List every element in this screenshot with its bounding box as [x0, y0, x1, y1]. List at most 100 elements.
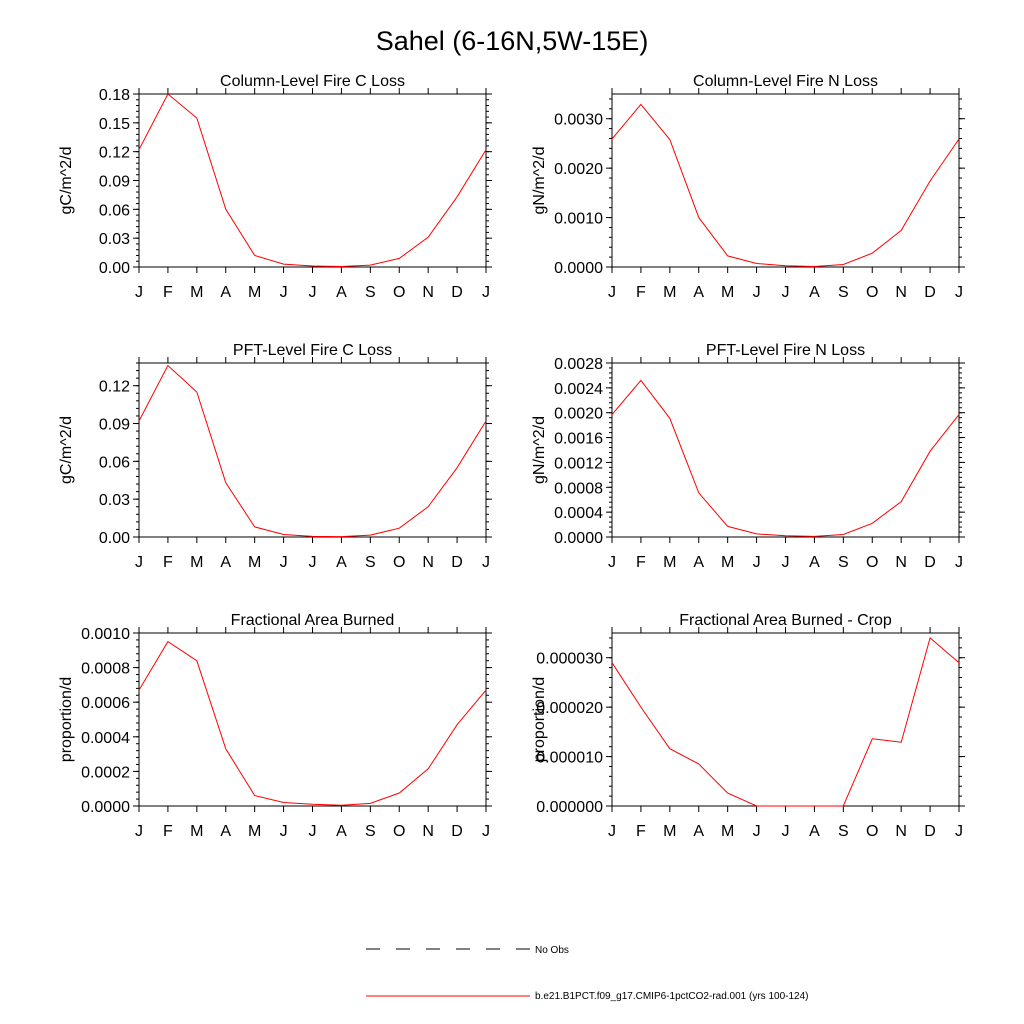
x-tick-label: D	[451, 823, 463, 840]
x-tick-label: J	[955, 284, 963, 301]
y-axis-label: gC/m^2/d	[58, 416, 75, 484]
chart-panel-1: Column-Level Fire C Loss gC/m^2/d 0.00 0.03…	[58, 73, 492, 301]
x-tick-label: A	[220, 554, 231, 571]
panel-title: Fractional Area Burned	[231, 612, 395, 629]
x-tick-label: J	[482, 554, 490, 571]
x-tick-label: J	[753, 823, 761, 840]
y-tick-label: 0.0000	[554, 530, 603, 547]
legend-model-label: b.e21.B1PCT.f09_g17.CMIP6-1pctCO2-rad.00…	[535, 991, 808, 1002]
panel-title: Column-Level Fire C Loss	[220, 73, 405, 90]
x-tick-label: M	[721, 554, 734, 571]
y-tick-label: 0.18	[99, 87, 130, 104]
x-tick-label: M	[248, 284, 261, 301]
figure-title: Sahel (6-16N,5W-15E)	[376, 26, 649, 56]
x-tick-label: O	[866, 284, 878, 301]
x-tick-label: N	[895, 823, 907, 840]
y-tick-label: 0.0002	[81, 764, 130, 781]
x-tick-label: A	[336, 823, 347, 840]
x-tick-label: F	[636, 823, 646, 840]
x-tick-label: O	[866, 554, 878, 571]
y-axis-label: gN/m^2/d	[531, 147, 548, 215]
y-tick-label: 0.0008	[81, 661, 130, 678]
y-tick-label: 0.0010	[81, 626, 130, 643]
y-tick-label: 0.0016	[554, 431, 603, 448]
legend: No Obs b.e21.B1PCT.f09_g17.CMIP6-1pctCO2…	[366, 945, 808, 1002]
series-line	[138, 93, 487, 268]
x-tick-label: J	[309, 554, 317, 571]
legend-obs-label: No Obs	[535, 945, 569, 956]
x-tick-label: J	[482, 284, 490, 301]
y-axis-label: gN/m^2/d	[531, 416, 548, 484]
x-tick-label: F	[636, 284, 646, 301]
y-tick-label: 0.0020	[554, 406, 603, 423]
x-tick-label: A	[693, 823, 704, 840]
y-tick-label: 0.0006	[81, 695, 130, 712]
x-tick-label: D	[451, 284, 463, 301]
x-tick-label: M	[190, 823, 203, 840]
y-tick-label: 0.0010	[554, 211, 603, 228]
x-tick-label: A	[809, 284, 820, 301]
y-tick-label: 0.00	[99, 530, 130, 547]
y-tick-label: 0.0030	[554, 112, 603, 129]
x-tick-label: S	[365, 554, 376, 571]
y-axis-label: gC/m^2/d	[58, 147, 75, 215]
x-tick-label: O	[866, 823, 878, 840]
x-tick-label: J	[135, 554, 143, 571]
x-tick-label: N	[422, 554, 434, 571]
y-tick-label: 0.06	[99, 454, 130, 471]
y-tick-label: 0.0008	[554, 480, 603, 497]
x-tick-label: J	[608, 823, 616, 840]
y-tick-label: 0.0004	[554, 505, 603, 522]
x-tick-label: N	[895, 554, 907, 571]
x-tick-label: J	[608, 554, 616, 571]
x-tick-label: M	[721, 823, 734, 840]
series-line	[611, 379, 960, 537]
x-tick-label: D	[924, 823, 936, 840]
x-tick-label: A	[809, 823, 820, 840]
plot-frame	[138, 93, 487, 268]
y-tick-label: 0.0024	[554, 381, 603, 398]
chart-panel-5: Fractional Area Burned proportion/d 0.0000…	[58, 612, 492, 840]
x-tick-label: S	[838, 284, 849, 301]
x-tick-label: J	[280, 823, 288, 840]
series-line	[611, 637, 960, 807]
x-tick-label: N	[422, 823, 434, 840]
y-axis-label: proportion/d	[58, 677, 75, 762]
x-tick-label: N	[422, 284, 434, 301]
x-tick-label: J	[309, 823, 317, 840]
x-tick-label: O	[393, 823, 405, 840]
x-tick-label: J	[955, 823, 963, 840]
x-tick-label: A	[336, 284, 347, 301]
x-tick-label: D	[451, 554, 463, 571]
panels-group: Column-Level Fire C Loss gC/m^2/d 0.00 0.03…	[58, 73, 965, 840]
x-tick-label: M	[721, 284, 734, 301]
x-tick-label: O	[393, 554, 405, 571]
x-tick-label: D	[924, 554, 936, 571]
y-tick-label: 0.0000	[554, 260, 603, 277]
plot-frame	[138, 632, 487, 807]
y-tick-label: 0.12	[99, 379, 130, 396]
y-tick-label: 0.000010	[536, 750, 603, 767]
x-tick-label: J	[135, 284, 143, 301]
x-tick-label: J	[782, 554, 790, 571]
y-tick-label: 0.0004	[81, 730, 130, 747]
chart-panel-2: Column-Level Fire N Loss gN/m^2/d 0.0000 0.…	[531, 73, 965, 301]
x-tick-label: O	[393, 284, 405, 301]
x-tick-label: A	[809, 554, 820, 571]
x-tick-label: A	[220, 284, 231, 301]
x-tick-label: M	[663, 554, 676, 571]
x-tick-label: M	[248, 823, 261, 840]
x-tick-label: F	[163, 823, 173, 840]
x-tick-label: M	[190, 284, 203, 301]
x-tick-label: J	[955, 554, 963, 571]
x-tick-label: M	[663, 284, 676, 301]
y-tick-label: 0.0020	[554, 161, 603, 178]
y-tick-label: 0.09	[99, 174, 130, 191]
x-tick-label: J	[280, 554, 288, 571]
x-tick-label: A	[336, 554, 347, 571]
x-tick-label: F	[163, 554, 173, 571]
chart-panel-3: PFT-Level Fire C Loss gC/m^2/d 0.00 0.03 0.0…	[58, 342, 492, 571]
x-tick-label: J	[782, 284, 790, 301]
panel-title: Column-Level Fire N Loss	[693, 73, 878, 90]
